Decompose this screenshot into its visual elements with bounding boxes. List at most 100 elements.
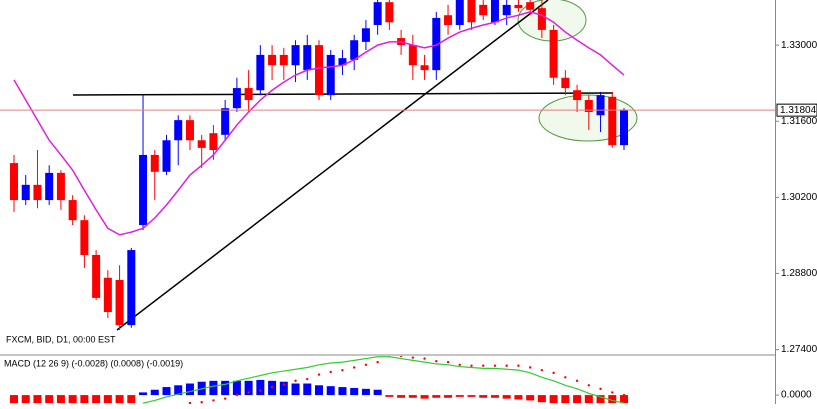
candle-body: [103, 277, 112, 313]
histogram-bar: [514, 395, 523, 400]
signal-dot: [306, 377, 309, 381]
candle-body: [479, 4, 488, 16]
signal-dot: [364, 363, 368, 366]
candle-body: [408, 45, 417, 66]
y-tick-label: 1.28800: [781, 268, 817, 279]
histogram-bar: [291, 383, 300, 396]
candle-body: [373, 2, 382, 26]
candle-body: [221, 108, 230, 135]
signal-dot: [423, 357, 426, 360]
signal-dot: [317, 373, 321, 376]
candle-body: [303, 45, 312, 71]
signal-dot: [235, 393, 239, 397]
signal-dot: [435, 360, 438, 363]
price-panel: [10, 0, 638, 331]
histogram-bar: [21, 395, 30, 404]
candle-body: [185, 120, 194, 141]
signal-dot: [599, 387, 602, 391]
histogram-bar: [279, 381, 288, 396]
candle-body: [68, 200, 77, 221]
y-tick-label: 1.27400: [781, 344, 817, 355]
candle-body: [338, 58, 347, 66]
candle-body: [502, 4, 511, 16]
histogram-bar: [162, 387, 171, 396]
histogram-bar: [420, 395, 429, 399]
histogram-bar: [326, 386, 335, 396]
histogram-bar: [620, 395, 628, 404]
candle-body: [80, 220, 89, 255]
signal-dot: [458, 363, 461, 366]
y-tick-label: 0.0000: [781, 390, 812, 401]
signal-dot: [552, 371, 555, 375]
macd-line: [142, 356, 625, 404]
histogram-bar: [608, 395, 617, 404]
histogram-bar: [361, 388, 370, 396]
histogram-bar: [385, 395, 394, 397]
histogram-bar: [444, 395, 453, 398]
candle-body: [549, 29, 558, 78]
macd-panel: [10, 356, 628, 404]
signal-dot: [259, 389, 262, 392]
signal-dot: [611, 391, 614, 394]
histogram-bar: [56, 395, 65, 404]
histogram-bar: [10, 395, 18, 404]
candle-body: [150, 154, 159, 172]
signal-dot: [517, 364, 520, 367]
candle-body: [162, 140, 171, 172]
histogram-bar: [139, 392, 148, 396]
candle-body: [444, 15, 453, 26]
candle-body: [268, 54, 277, 66]
signal-dot: [622, 393, 626, 397]
histogram-bar: [373, 389, 382, 396]
y-tick-label: 1.33000: [781, 40, 817, 51]
candle-body: [92, 254, 101, 298]
histogram-bar: [490, 395, 499, 398]
candle-body: [361, 28, 370, 42]
histogram-bar: [573, 395, 582, 404]
candle-body: [291, 45, 300, 66]
histogram-bar: [150, 389, 159, 396]
candle-body: [21, 184, 30, 201]
candle-body: [514, 4, 523, 9]
last-price-label: 1.31804: [780, 105, 817, 116]
candle-body: [455, 0, 464, 26]
signal-dot: [341, 368, 344, 372]
candle-body: [33, 184, 42, 201]
histogram-bar: [408, 395, 417, 398]
signal-dot: [575, 379, 579, 383]
signal-dot: [470, 364, 473, 367]
signal-dot: [493, 364, 497, 367]
signal-dot: [482, 364, 485, 367]
histogram-bar: [596, 395, 605, 404]
histogram-bar: [549, 395, 558, 404]
signal-dot: [388, 356, 391, 357]
histogram-bar: [561, 395, 570, 404]
candle-body: [608, 96, 617, 146]
candle-body: [573, 90, 582, 101]
signal-dot: [200, 401, 203, 404]
candle-body: [115, 279, 124, 326]
signal-dot: [528, 366, 532, 369]
histogram-bar: [185, 383, 194, 396]
signal-dot: [505, 364, 508, 367]
histogram-bar: [256, 379, 265, 396]
candle-body: [596, 95, 605, 116]
signal-dot: [540, 368, 544, 372]
signal-dot: [399, 356, 403, 358]
candle-body: [315, 45, 323, 96]
signal-dot: [212, 399, 215, 402]
candle-body: [467, 0, 476, 23]
signal-dot: [376, 360, 379, 364]
histogram-bar: [584, 395, 593, 404]
histogram-bar: [338, 387, 347, 396]
support-line: [72, 92, 614, 96]
signal-dot: [188, 401, 192, 404]
candle-body: [139, 154, 148, 226]
histogram-bar: [103, 395, 112, 404]
histogram-bar: [455, 395, 464, 397]
candle-body: [197, 140, 206, 148]
candle-body: [432, 17, 441, 71]
candle-body: [561, 77, 570, 89]
